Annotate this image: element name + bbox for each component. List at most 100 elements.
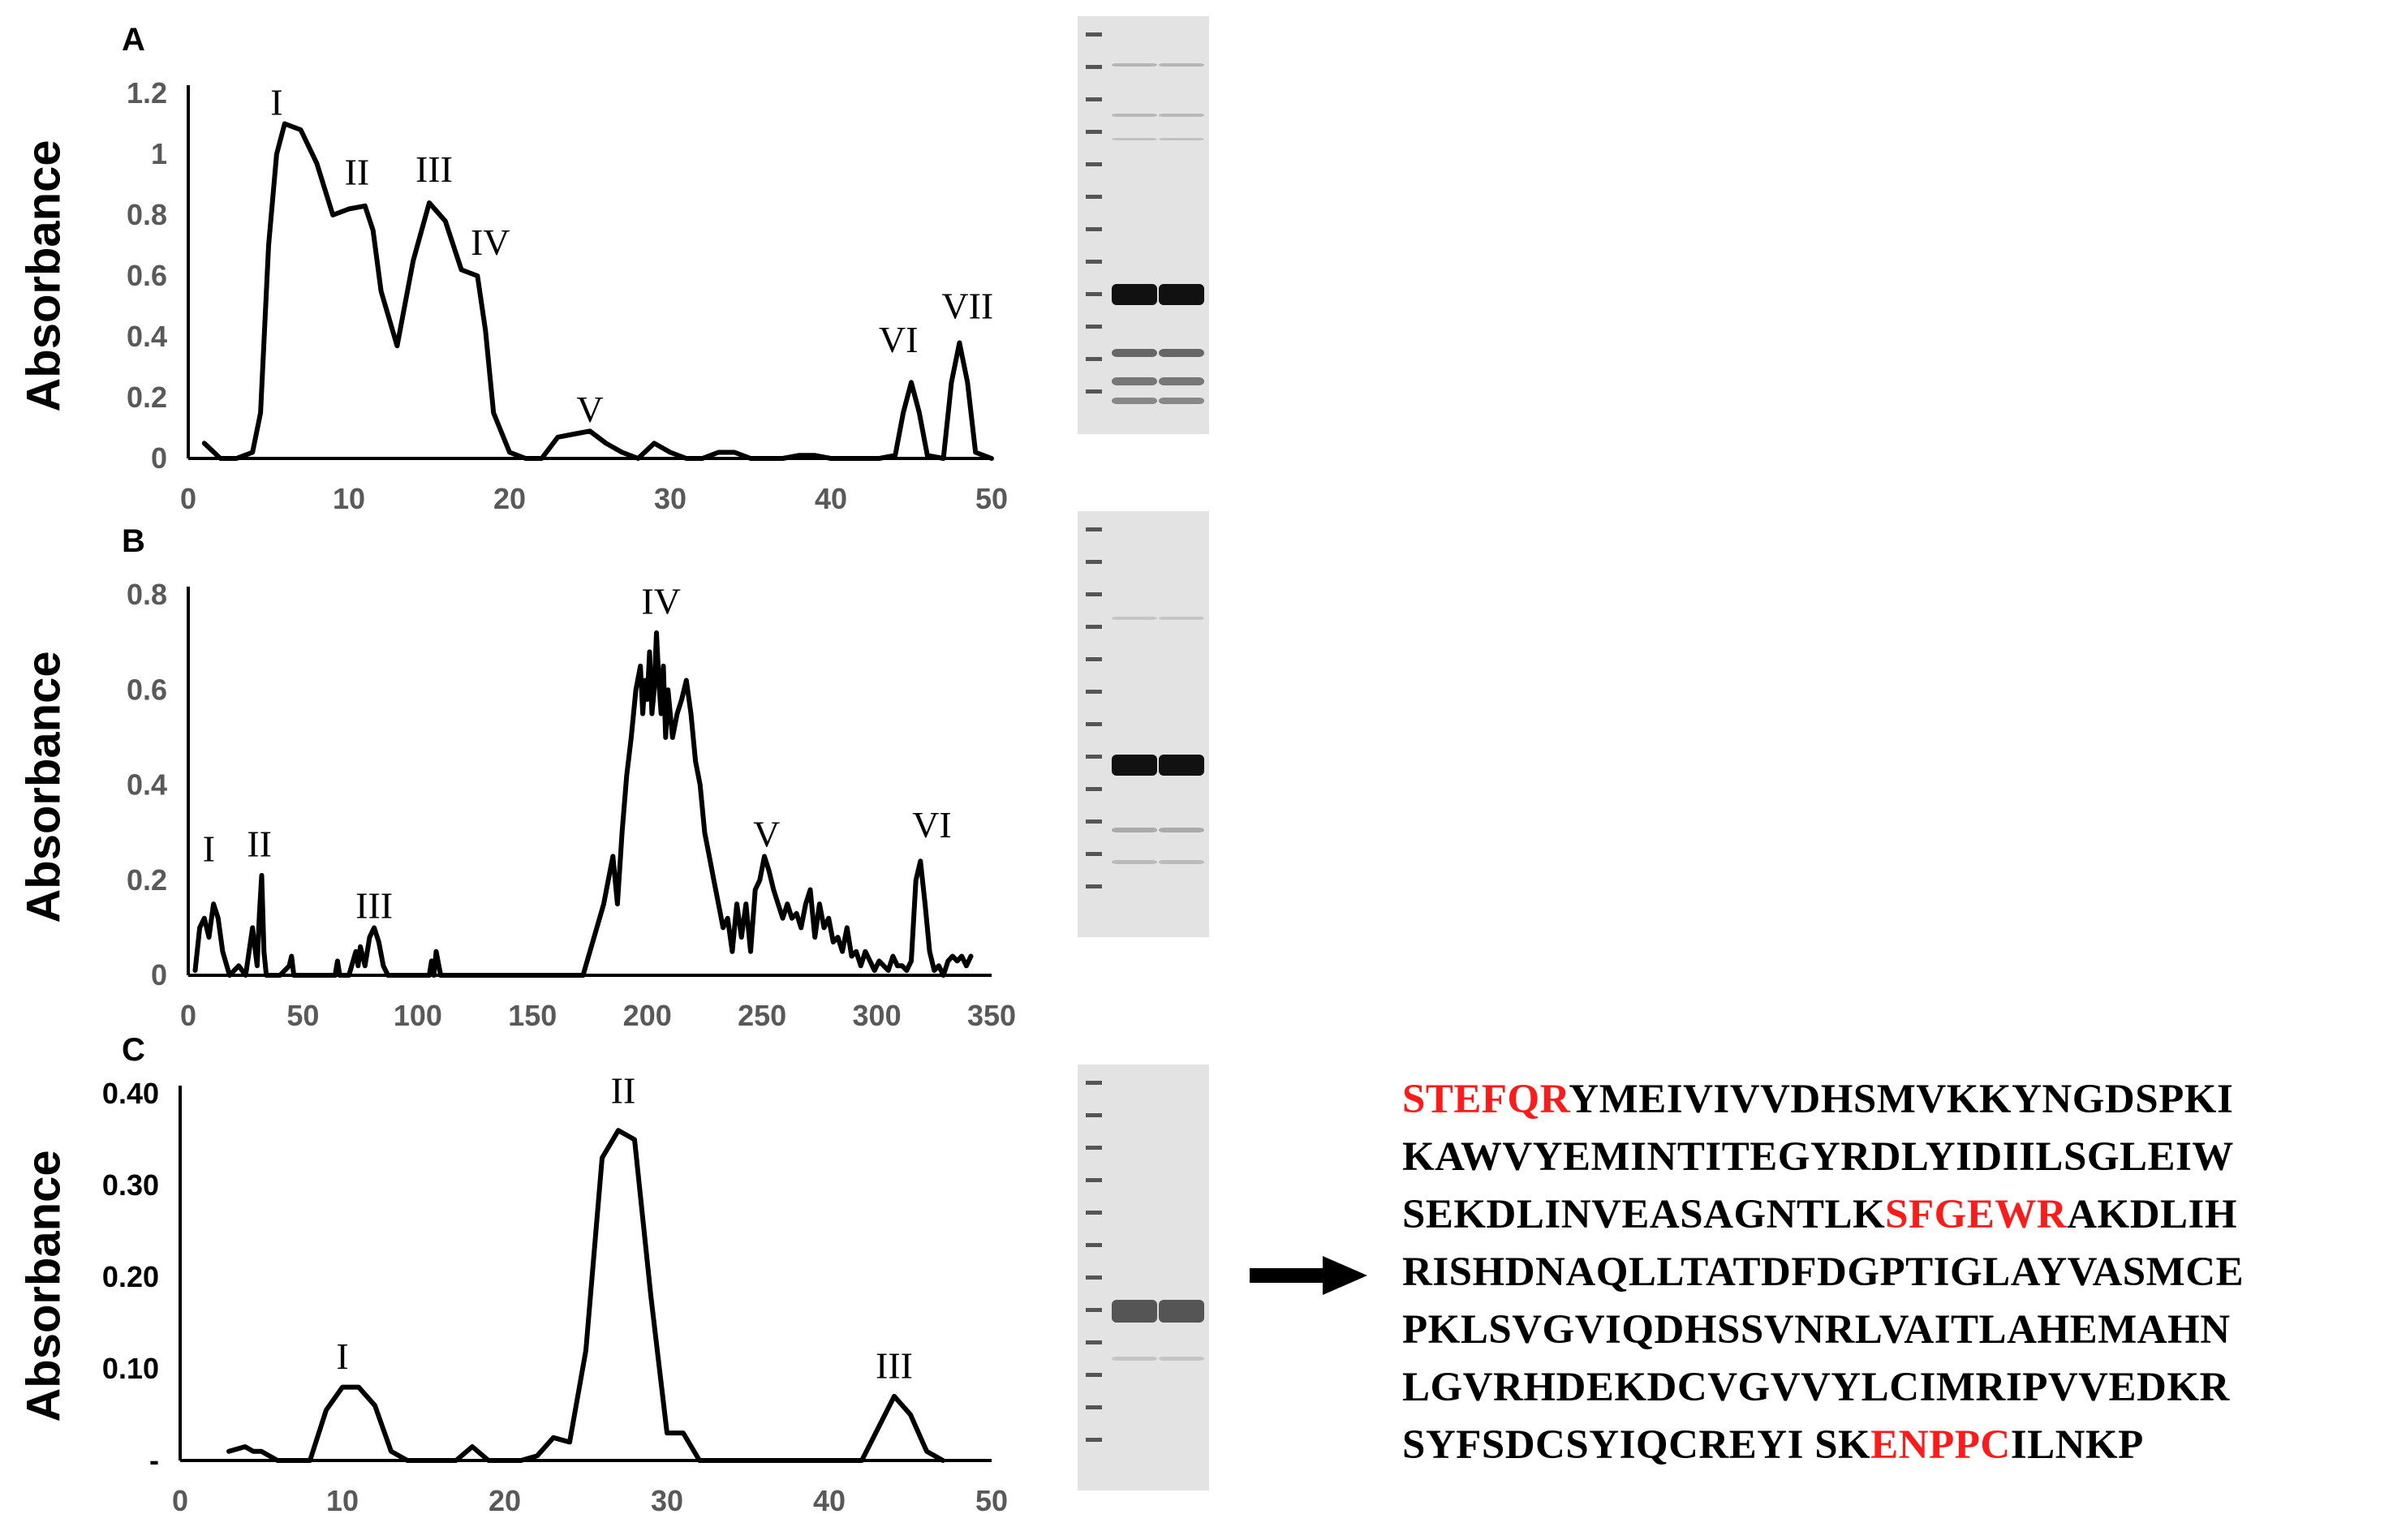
ladder-band	[1086, 884, 1102, 888]
y-tick-label-c: -	[149, 1443, 159, 1477]
ladder-band	[1086, 65, 1102, 69]
protein-band	[1112, 1300, 1157, 1323]
ladder-band	[1086, 97, 1102, 101]
absorbance-trace-c	[226, 1128, 945, 1463]
ladder-band	[1086, 1340, 1102, 1344]
ladder-band	[1086, 1081, 1102, 1085]
ladder-band	[1086, 755, 1102, 759]
y-tick-label-a: 1.2	[127, 76, 167, 110]
protein-band	[1112, 138, 1157, 140]
protein-band	[1112, 755, 1157, 776]
y-tick-label-c: 0.30	[102, 1168, 159, 1202]
right-arrow-head-icon	[1323, 1256, 1367, 1295]
protein-band	[1159, 828, 1204, 832]
y-axis-label-b: Absorbance	[17, 651, 70, 923]
y-axis-label-a: Absorbance	[17, 140, 70, 411]
peak-label-b: IV	[641, 580, 681, 622]
peak-label-a: IV	[471, 222, 510, 263]
sequence-line: STEFQRYMEIVIVVDHSMVKKYNGDSPKI	[1402, 1071, 2376, 1129]
y-tick-label-c: 0.40	[102, 1077, 159, 1110]
gel-image-b	[1078, 511, 1209, 937]
panel-letter-a: A	[122, 22, 145, 58]
x-tick-label-b: 100	[394, 999, 442, 1032]
peak-label-b: I	[203, 828, 215, 869]
sequence-segment: AKDLIH	[2067, 1192, 2238, 1237]
peak-label-a: II	[345, 152, 370, 193]
y-tick-label-b: 0	[151, 958, 167, 992]
y-tick-label-c: 0.20	[102, 1260, 159, 1293]
sequence-segment: YMEIVIVVDHSMVKKYNGDSPKI	[1569, 1077, 2234, 1122]
peak-label-c: I	[336, 1336, 348, 1377]
y-tick-label-a: 0.8	[127, 198, 167, 231]
peak-label-b: V	[753, 814, 780, 855]
peak-label-a: VI	[879, 319, 919, 360]
sequence-segment: PKLSVGVIQDHSSVNRLVAITLAHEMAHN	[1402, 1307, 2231, 1353]
gel-image-a	[1078, 16, 1209, 434]
y-tick-label-a: 1	[151, 137, 167, 170]
peak-label-a: VII	[941, 286, 993, 327]
peak-label-a: I	[270, 81, 282, 123]
y-tick-label-b: 0.6	[127, 673, 167, 706]
peak-label-b: III	[355, 885, 393, 927]
x-tick-label-c: 30	[651, 1484, 683, 1517]
ladder-band	[1086, 1243, 1102, 1247]
x-tick-label-b: 50	[286, 999, 319, 1032]
peak-label-b: II	[247, 823, 272, 864]
peak-label-b: VI	[912, 804, 952, 845]
protein-band	[1112, 860, 1157, 864]
x-tick-label-a: 0	[180, 482, 196, 515]
ladder-band	[1086, 260, 1102, 264]
ladder-band	[1086, 325, 1102, 329]
ladder-band	[1086, 32, 1102, 37]
y-tick-label-a: 0.4	[127, 320, 167, 353]
highlighted-peptide: STEFQR	[1402, 1077, 1569, 1122]
ladder-band	[1086, 1438, 1102, 1442]
protein-band	[1159, 284, 1204, 305]
sequence-segment: SEKDLINVEASAGNTLK	[1402, 1192, 1886, 1237]
ladder-band	[1086, 722, 1102, 726]
protein-band	[1112, 617, 1157, 620]
panel-letter-b: B	[122, 523, 145, 559]
protein-band	[1112, 828, 1157, 832]
gel-image-b-bands	[1086, 527, 1204, 888]
peak-label-a: V	[576, 389, 603, 430]
protein-band	[1112, 377, 1157, 385]
sequence-line: RISHDNAQLLTATDFDGPTIGLAYVASMCE	[1402, 1244, 2376, 1301]
gel-image-c	[1078, 1065, 1209, 1491]
x-tick-label-b: 0	[180, 999, 196, 1032]
x-tick-label-b: 300	[853, 999, 902, 1032]
ladder-band	[1086, 227, 1102, 231]
x-tick-label-b: 200	[623, 999, 672, 1032]
y-tick-label-c: 0.10	[102, 1352, 159, 1385]
peak-label-c: II	[611, 1069, 636, 1111]
y-tick-label-b: 0.2	[127, 863, 167, 897]
gel-image-a-bands	[1086, 32, 1204, 404]
sequence-line: KAWVYEMINTITEGYRDLYIDIILSGLEIW	[1402, 1129, 2376, 1186]
ladder-band	[1086, 690, 1102, 694]
x-tick-label-a: 20	[493, 482, 526, 515]
ladder-band	[1086, 657, 1102, 661]
ladder-band	[1086, 625, 1102, 629]
ladder-band	[1086, 292, 1102, 296]
ladder-band	[1086, 1146, 1102, 1150]
ladder-band	[1086, 1275, 1102, 1280]
panel-letter-c: C	[122, 1032, 145, 1068]
ladder-band	[1086, 560, 1102, 564]
highlighted-peptide: ENPPC	[1870, 1422, 2011, 1468]
x-tick-label-c: 10	[326, 1484, 359, 1517]
protein-band	[1159, 138, 1204, 140]
ladder-band	[1086, 1308, 1102, 1312]
x-tick-label-a: 50	[975, 482, 1008, 515]
ladder-band	[1086, 819, 1102, 824]
ladder-band	[1086, 1405, 1102, 1409]
y-tick-label-b: 0.4	[127, 768, 167, 802]
protein-band	[1159, 398, 1204, 404]
protein-band	[1112, 1357, 1157, 1361]
protein-band	[1112, 284, 1157, 305]
y-tick-label-a: 0.2	[127, 381, 167, 414]
ladder-band	[1086, 1113, 1102, 1117]
protein-band	[1159, 755, 1204, 776]
peak-label-c: III	[876, 1344, 913, 1386]
y-tick-label-a: 0.6	[127, 259, 167, 292]
